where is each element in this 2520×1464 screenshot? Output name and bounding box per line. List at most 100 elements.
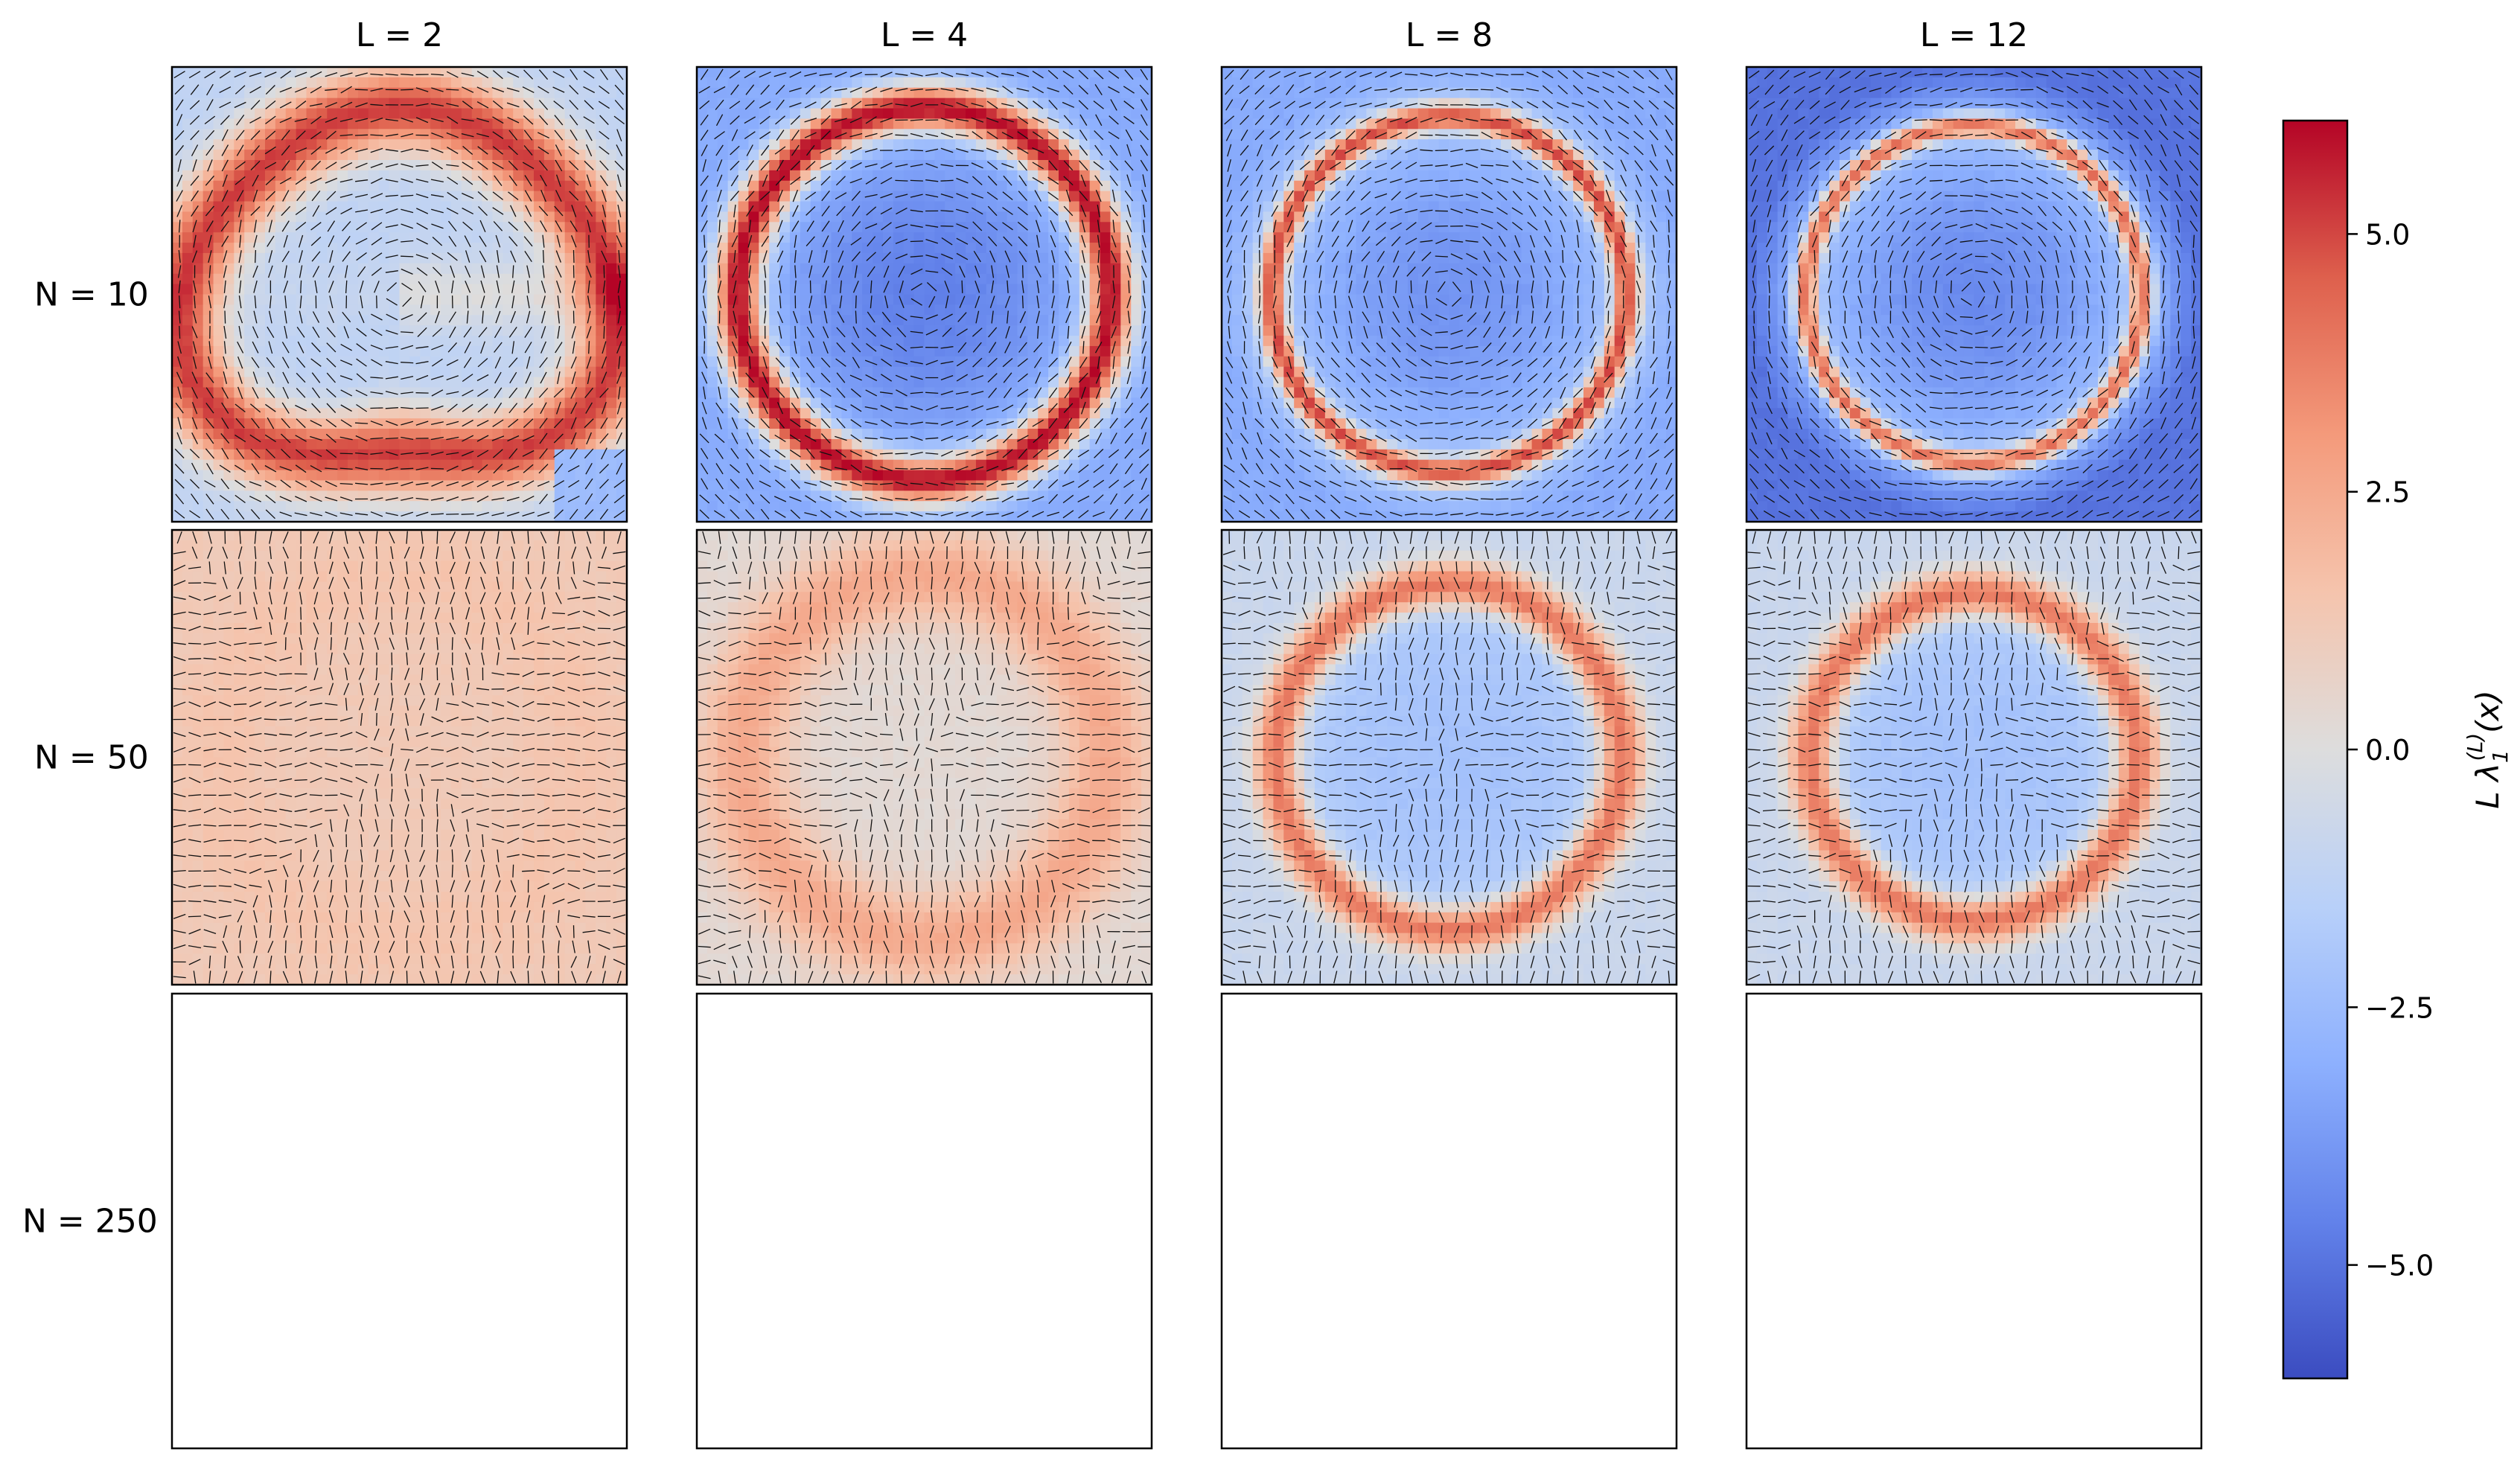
heatmap-cell <box>316 366 328 378</box>
heatmap-cell <box>482 304 494 316</box>
heatmap-cell <box>192 211 204 223</box>
heatmap-cell <box>955 345 966 357</box>
heatmap-cell <box>697 315 708 326</box>
heatmap-cell <box>596 180 607 192</box>
heatmap-cell <box>727 470 739 482</box>
heatmap-cell <box>759 294 770 305</box>
heatmap-cell <box>327 356 338 368</box>
heatmap-cell <box>1068 501 1080 512</box>
heatmap-cell <box>368 243 380 254</box>
heatmap-cell <box>616 284 628 295</box>
heatmap-cell <box>285 418 297 429</box>
heatmap-cell <box>255 459 266 471</box>
heatmap-cell <box>810 180 822 192</box>
heatmap-cell <box>523 490 535 502</box>
heatmap-cell <box>585 243 596 254</box>
heatmap-cell <box>1131 211 1142 223</box>
heatmap-cell <box>554 294 566 305</box>
heatmap-cell <box>706 67 718 78</box>
heatmap-cell <box>213 397 225 409</box>
heatmap-cell <box>192 263 204 275</box>
heatmap-cell <box>420 345 431 357</box>
heatmap-cell <box>450 232 462 243</box>
heatmap-cell <box>616 222 628 233</box>
heatmap-cell <box>697 118 708 130</box>
heatmap-cell <box>779 150 791 161</box>
heatmap-cell <box>182 191 194 202</box>
heatmap-cell <box>296 252 307 264</box>
heatmap-cell <box>554 252 566 264</box>
heatmap-cell <box>182 511 194 522</box>
heatmap-cell <box>523 263 535 275</box>
heatmap-cell <box>430 232 441 243</box>
heatmap-cell <box>986 470 998 482</box>
heatmap-cell <box>1068 325 1080 336</box>
heatmap-cell <box>244 336 255 347</box>
heatmap-cell <box>223 273 235 285</box>
heatmap-cell <box>1027 480 1039 491</box>
heatmap-cell <box>934 315 945 326</box>
heatmap-cell <box>564 77 576 89</box>
heatmap-cell <box>450 366 462 378</box>
heatmap-cell <box>1068 129 1080 140</box>
heatmap-cell <box>182 232 194 243</box>
heatmap-cell <box>727 118 739 130</box>
heatmap-cell <box>945 252 956 264</box>
heatmap-cell <box>606 315 617 326</box>
heatmap-cell <box>316 108 328 120</box>
heatmap-cell <box>554 345 566 357</box>
heatmap-cell <box>223 345 235 357</box>
heatmap-cell <box>616 511 628 522</box>
heatmap-cell <box>893 377 905 389</box>
heatmap-cell <box>368 366 380 378</box>
heatmap-cell <box>255 98 266 109</box>
heatmap-cell <box>596 108 607 120</box>
heatmap-cell <box>213 150 225 161</box>
heatmap-cell <box>441 356 452 368</box>
heatmap-cell <box>223 252 235 264</box>
heatmap-cell <box>202 252 214 264</box>
heatmap-cell <box>1068 108 1080 120</box>
heatmap-cell <box>748 438 759 450</box>
heatmap-cell <box>575 325 587 336</box>
heatmap-cell <box>1068 470 1080 482</box>
heatmap-cell <box>409 159 421 171</box>
heatmap-cell <box>523 438 535 450</box>
heatmap-cell <box>841 201 852 213</box>
heatmap-cell <box>873 511 884 522</box>
heatmap-cell <box>1131 480 1142 491</box>
heatmap-cell <box>841 501 852 512</box>
heatmap-cell <box>234 170 245 182</box>
heatmap-cell <box>1059 438 1070 450</box>
heatmap-cell <box>748 449 759 461</box>
heatmap-cell <box>945 211 956 223</box>
heatmap-cell <box>513 387 524 398</box>
heatmap-cell <box>1100 377 1111 389</box>
heatmap-cell <box>862 129 873 140</box>
heatmap-cell <box>316 418 328 429</box>
heatmap-cell <box>471 273 483 285</box>
heatmap-cell <box>575 284 587 295</box>
heatmap-cell <box>409 118 421 130</box>
heatmap-cell <box>327 345 338 357</box>
heatmap-cell <box>873 263 884 275</box>
heatmap-cell <box>800 263 811 275</box>
heatmap-cell <box>966 294 977 305</box>
heatmap-cell <box>192 377 204 389</box>
heatmap-cell <box>1068 263 1080 275</box>
heatmap-cell <box>986 118 998 130</box>
heatmap-cell <box>606 304 617 316</box>
heatmap-cell <box>182 243 194 254</box>
heatmap-cell <box>903 150 915 161</box>
heatmap-cell <box>223 418 235 429</box>
heatmap-cell <box>213 387 225 398</box>
heatmap-cell <box>1007 211 1018 223</box>
heatmap-cell <box>213 294 225 305</box>
heatmap-cell <box>368 232 380 243</box>
heatmap-cell <box>316 67 328 78</box>
heatmap-cell <box>420 449 431 461</box>
heatmap-cell <box>450 356 462 368</box>
heatmap-cell <box>606 77 617 89</box>
heatmap-cell <box>852 345 863 357</box>
row-labels: N = 10N = 50N = 250 <box>22 276 158 1241</box>
